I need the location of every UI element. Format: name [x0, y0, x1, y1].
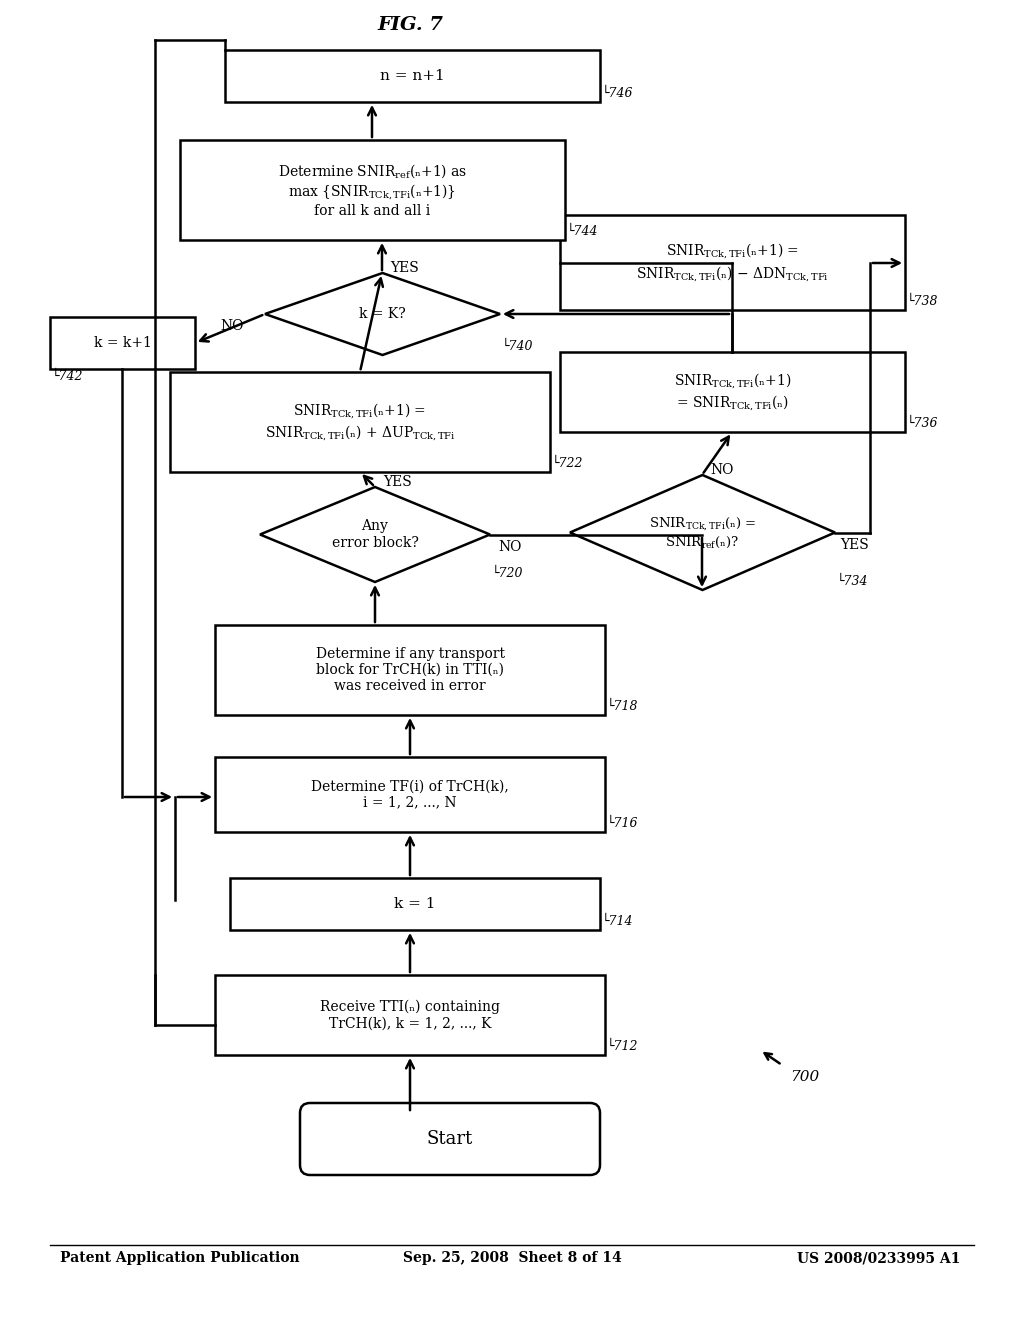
- Text: └718: └718: [607, 700, 639, 713]
- Text: n = n+1: n = n+1: [380, 69, 444, 83]
- Text: SNIR$_{\mathregular{TCk,TFi}}$(ₙ+1) =
SNIR$_{\mathregular{TCk,TFi}}$(ₙ) − ΔDN$_{: SNIR$_{\mathregular{TCk,TFi}}$(ₙ+1) = SN…: [636, 242, 829, 284]
- Text: └736: └736: [907, 417, 939, 430]
- Text: └742: └742: [52, 370, 84, 383]
- Text: YES: YES: [383, 475, 412, 488]
- Text: Sep. 25, 2008  Sheet 8 of 14: Sep. 25, 2008 Sheet 8 of 14: [402, 1251, 622, 1265]
- Text: k = 1: k = 1: [394, 898, 436, 911]
- Text: NO: NO: [710, 463, 733, 477]
- Text: └734: └734: [837, 576, 868, 587]
- Text: └712: └712: [607, 1040, 639, 1053]
- Text: Any
error block?: Any error block?: [332, 519, 419, 549]
- FancyBboxPatch shape: [215, 624, 605, 715]
- FancyBboxPatch shape: [560, 352, 905, 432]
- Text: └714: └714: [602, 915, 634, 928]
- FancyBboxPatch shape: [215, 975, 605, 1055]
- Text: NO: NO: [220, 319, 244, 333]
- Text: Start: Start: [427, 1130, 473, 1148]
- FancyBboxPatch shape: [300, 1104, 600, 1175]
- FancyBboxPatch shape: [170, 372, 550, 473]
- Text: └722: └722: [552, 457, 584, 470]
- Text: SNIR$_{\mathregular{TCk,TFi}}$(ₙ+1) =
SNIR$_{\mathregular{TCk,TFi}}$(ₙ) + ΔUP$_{: SNIR$_{\mathregular{TCk,TFi}}$(ₙ+1) = SN…: [264, 401, 456, 444]
- Text: Determine if any transport
block for TrCH(k) in TTI(ₙ)
was received in error: Determine if any transport block for TrC…: [315, 647, 505, 693]
- Text: 700: 700: [790, 1071, 819, 1084]
- Text: Determine SNIR$_{\mathregular{ref}}$(ₙ+1) as
max {SNIR$_{\mathregular{TCk,TFi}}$: Determine SNIR$_{\mathregular{ref}}$(ₙ+1…: [278, 162, 467, 218]
- Text: k = k+1: k = k+1: [93, 337, 152, 350]
- Text: └744: └744: [567, 224, 598, 238]
- FancyBboxPatch shape: [560, 215, 905, 310]
- FancyBboxPatch shape: [180, 140, 565, 240]
- Text: Determine TF(i) of TrCH(k),
i = 1, 2, ..., N: Determine TF(i) of TrCH(k), i = 1, 2, ..…: [311, 779, 509, 809]
- Text: └738: └738: [907, 294, 939, 308]
- Polygon shape: [260, 487, 490, 582]
- Text: YES: YES: [390, 261, 419, 275]
- FancyBboxPatch shape: [230, 878, 600, 931]
- Text: └746: └746: [602, 87, 634, 100]
- Text: k = K?: k = K?: [359, 308, 406, 321]
- Text: └716: └716: [607, 817, 639, 830]
- FancyBboxPatch shape: [225, 50, 600, 102]
- Text: US 2008/0233995 A1: US 2008/0233995 A1: [797, 1251, 961, 1265]
- Text: FIG. 7: FIG. 7: [377, 16, 443, 34]
- Text: SNIR$_{\mathregular{TCk,TFi}}$(ₙ+1)
= SNIR$_{\mathregular{TCk,TFi}}$(ₙ): SNIR$_{\mathregular{TCk,TFi}}$(ₙ+1) = SN…: [674, 371, 792, 413]
- Polygon shape: [570, 475, 835, 590]
- Text: Receive TTI(ₙ) containing
TrCH(k), k = 1, 2, ..., K: Receive TTI(ₙ) containing TrCH(k), k = 1…: [319, 999, 500, 1031]
- Text: └720: └720: [492, 568, 523, 579]
- Text: └740: └740: [502, 341, 534, 352]
- Text: NO: NO: [498, 540, 521, 554]
- Text: SNIR$_{\mathregular{TCk,TFi}}$(ₙ) =
SNIR$_{\mathregular{ref}}$(ₙ)?: SNIR$_{\mathregular{TCk,TFi}}$(ₙ) = SNIR…: [649, 516, 757, 549]
- FancyBboxPatch shape: [215, 756, 605, 832]
- Text: Patent Application Publication: Patent Application Publication: [60, 1251, 300, 1265]
- FancyBboxPatch shape: [50, 317, 195, 370]
- Polygon shape: [265, 273, 500, 355]
- Text: YES: YES: [840, 539, 868, 552]
